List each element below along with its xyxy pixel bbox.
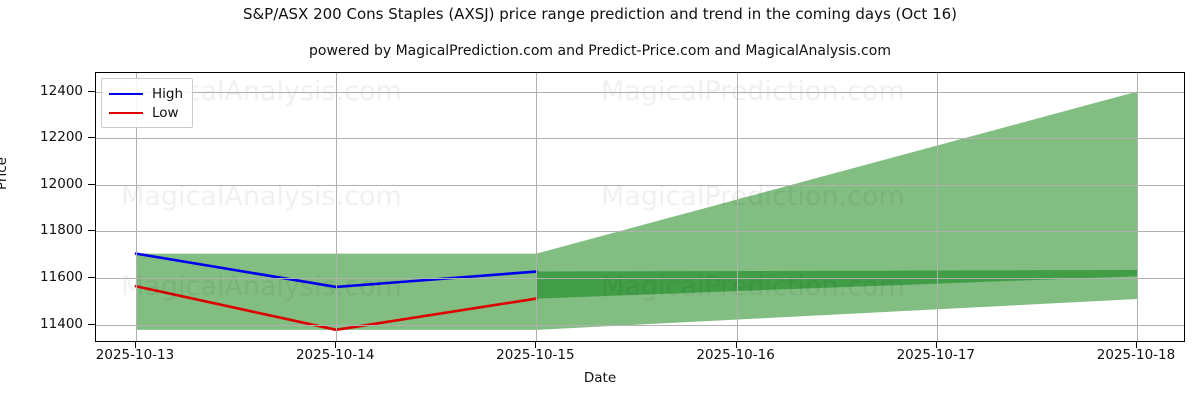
legend-item-high[interactable]: High xyxy=(109,84,183,103)
chart-data-svg xyxy=(134,91,1137,332)
gridline-vertical xyxy=(536,73,538,341)
y-axis-tick-labels: 11400 11600 11800 12000 12200 12400 xyxy=(0,0,95,400)
x-tick-mark xyxy=(935,342,937,348)
y-tick-label: 12000 xyxy=(40,175,83,192)
x-tick-mark xyxy=(735,342,737,348)
y-tick-mark xyxy=(88,137,95,139)
y-tick-label: 11800 xyxy=(40,222,83,239)
y-tick-mark xyxy=(88,323,95,325)
y-tick-mark xyxy=(88,277,95,279)
band-forecast-range-band xyxy=(536,91,1137,330)
gridline-vertical xyxy=(736,73,738,341)
x-tick-label: 2025-10-14 xyxy=(295,347,375,363)
gridline-vertical xyxy=(136,73,137,341)
gridline-vertical xyxy=(336,73,338,341)
gridline-horizontal xyxy=(96,231,1184,233)
chart-legend: High Low xyxy=(101,78,194,128)
legend-label-low: Low xyxy=(152,104,179,121)
gridline-horizontal xyxy=(96,91,1184,93)
chart-title: S&P/ASX 200 Cons Staples (AXSJ) price ra… xyxy=(242,5,958,23)
x-tick-label: 2025-10-17 xyxy=(896,347,976,363)
gridline-horizontal xyxy=(96,184,1184,186)
y-tick-label: 12200 xyxy=(40,129,83,146)
x-tick-mark xyxy=(1136,342,1137,348)
chart-subtitle: powered by MagicalPrediction.com and Pre… xyxy=(309,43,891,59)
y-tick-mark xyxy=(88,90,95,92)
x-tick-mark xyxy=(135,342,136,348)
gridline-vertical xyxy=(936,73,938,341)
x-tick-mark xyxy=(535,342,537,348)
legend-swatch-high xyxy=(109,92,143,95)
gridline-horizontal xyxy=(96,138,1184,140)
x-tick-label: 2025-10-16 xyxy=(696,347,775,363)
x-tick-mark xyxy=(335,342,337,348)
x-tick-label: 2025-10-15 xyxy=(496,347,575,363)
x-axis-label: Date xyxy=(583,370,617,386)
y-tick-mark xyxy=(88,230,95,232)
gridline-horizontal xyxy=(96,324,1184,326)
legend-item-low[interactable]: Low xyxy=(109,103,183,122)
gridline-vertical xyxy=(1137,73,1138,341)
plot-area: MagicalAnalysis.com MagicalPrediction.com… xyxy=(95,72,1185,342)
band-forecast-core-band xyxy=(536,269,1137,299)
gridline-horizontal xyxy=(96,278,1184,280)
y-tick-label: 11600 xyxy=(40,269,83,286)
legend-swatch-low xyxy=(109,111,143,114)
x-tick-label: 2025-10-18 xyxy=(1096,347,1176,363)
x-tick-label: 2025-10-13 xyxy=(95,347,175,363)
y-tick-label: 11400 xyxy=(40,315,83,332)
y-tick-label: 12400 xyxy=(40,82,83,99)
legend-label-high: High xyxy=(152,85,184,102)
y-tick-mark xyxy=(88,183,95,185)
